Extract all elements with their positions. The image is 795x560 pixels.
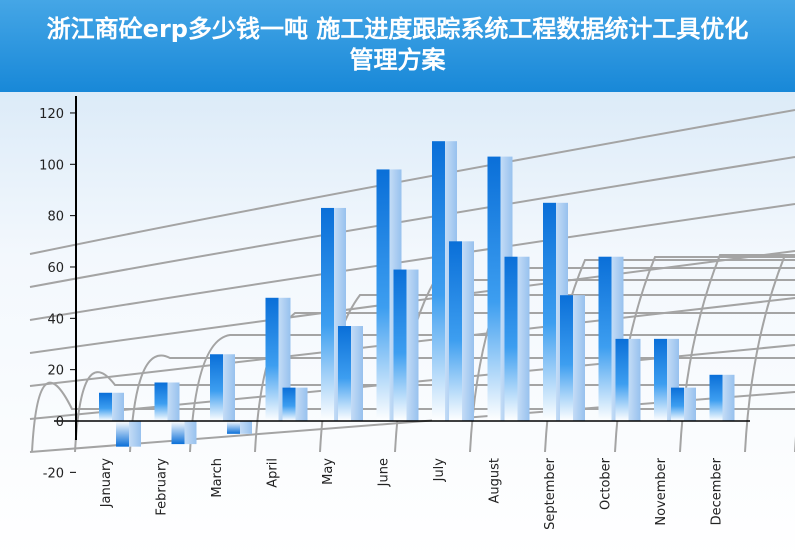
grid-curve [29, 203, 795, 321]
grid-curve [29, 250, 795, 354]
y-tick-label: 120 [39, 107, 64, 122]
grid-curve [29, 156, 795, 288]
bar-side [573, 295, 585, 421]
title-banner: 浙江商砼erp多少钱一吨 施工进度跟踪系统工程数据统计工具优化管理方案 [0, 0, 795, 92]
bar [709, 374, 723, 421]
x-tick-label: May [321, 458, 336, 485]
bar-side [112, 392, 124, 421]
bar [265, 297, 279, 421]
bar [432, 141, 445, 421]
bar-side [240, 421, 252, 434]
x-tick-label: April [266, 458, 281, 488]
x-tick-label: October [599, 457, 614, 510]
y-tick-label: 60 [47, 261, 64, 276]
bar [116, 421, 129, 447]
axes-layer: -20 0 20 40 60 80 100 120 January February March Ap… [39, 96, 750, 530]
bar-side [462, 241, 474, 421]
grid-curve [29, 109, 795, 255]
bar [376, 169, 390, 421]
x-tick-label: February [155, 458, 170, 516]
bar-side [167, 382, 180, 421]
bar [227, 421, 240, 434]
x-tick-label: September [543, 457, 558, 530]
bar [615, 338, 629, 421]
bar-side [295, 387, 308, 421]
y-tick-label: -20 [43, 466, 64, 481]
bar [449, 241, 462, 421]
grid-arc [744, 254, 795, 453]
bar [671, 387, 684, 421]
bar-side [129, 421, 141, 447]
bar [504, 256, 518, 421]
bar-side [722, 374, 735, 421]
bar [154, 382, 168, 421]
bar-side [223, 354, 235, 421]
x-tick-label: August [488, 458, 503, 504]
y-tick-label: 100 [39, 158, 64, 173]
bar-side [351, 326, 363, 421]
bar [171, 421, 185, 445]
bar [99, 392, 112, 421]
bar [560, 295, 573, 421]
bar [598, 256, 612, 421]
bar [321, 207, 334, 421]
bar [543, 202, 556, 421]
bar-side [517, 256, 530, 421]
bar-side [184, 421, 197, 445]
bar [338, 326, 351, 421]
grid-arc [679, 254, 795, 453]
bar [487, 156, 501, 421]
chart-title: 浙江商砼erp多少钱一吨 施工进度跟踪系统工程数据统计工具优化管理方案 [46, 15, 749, 74]
y-tick-label: 40 [47, 312, 64, 327]
bars-layer [99, 141, 735, 447]
y-tick-label: 80 [47, 210, 64, 225]
x-tick-label: June [377, 458, 392, 487]
x-tick-label: March [210, 458, 225, 498]
y-tick-label: 0 [56, 415, 64, 430]
bar-side [684, 387, 696, 421]
bar [393, 269, 407, 421]
x-tick-label: December [710, 457, 725, 525]
bar [282, 387, 296, 421]
y-tick-label: 20 [47, 364, 64, 379]
bar [654, 338, 667, 421]
bar-side [628, 338, 641, 421]
x-tick-label: July [432, 458, 447, 483]
x-tick-label: January [99, 458, 114, 509]
bar-side [406, 269, 419, 421]
bar [210, 354, 223, 421]
x-tick-label: November [654, 457, 669, 525]
